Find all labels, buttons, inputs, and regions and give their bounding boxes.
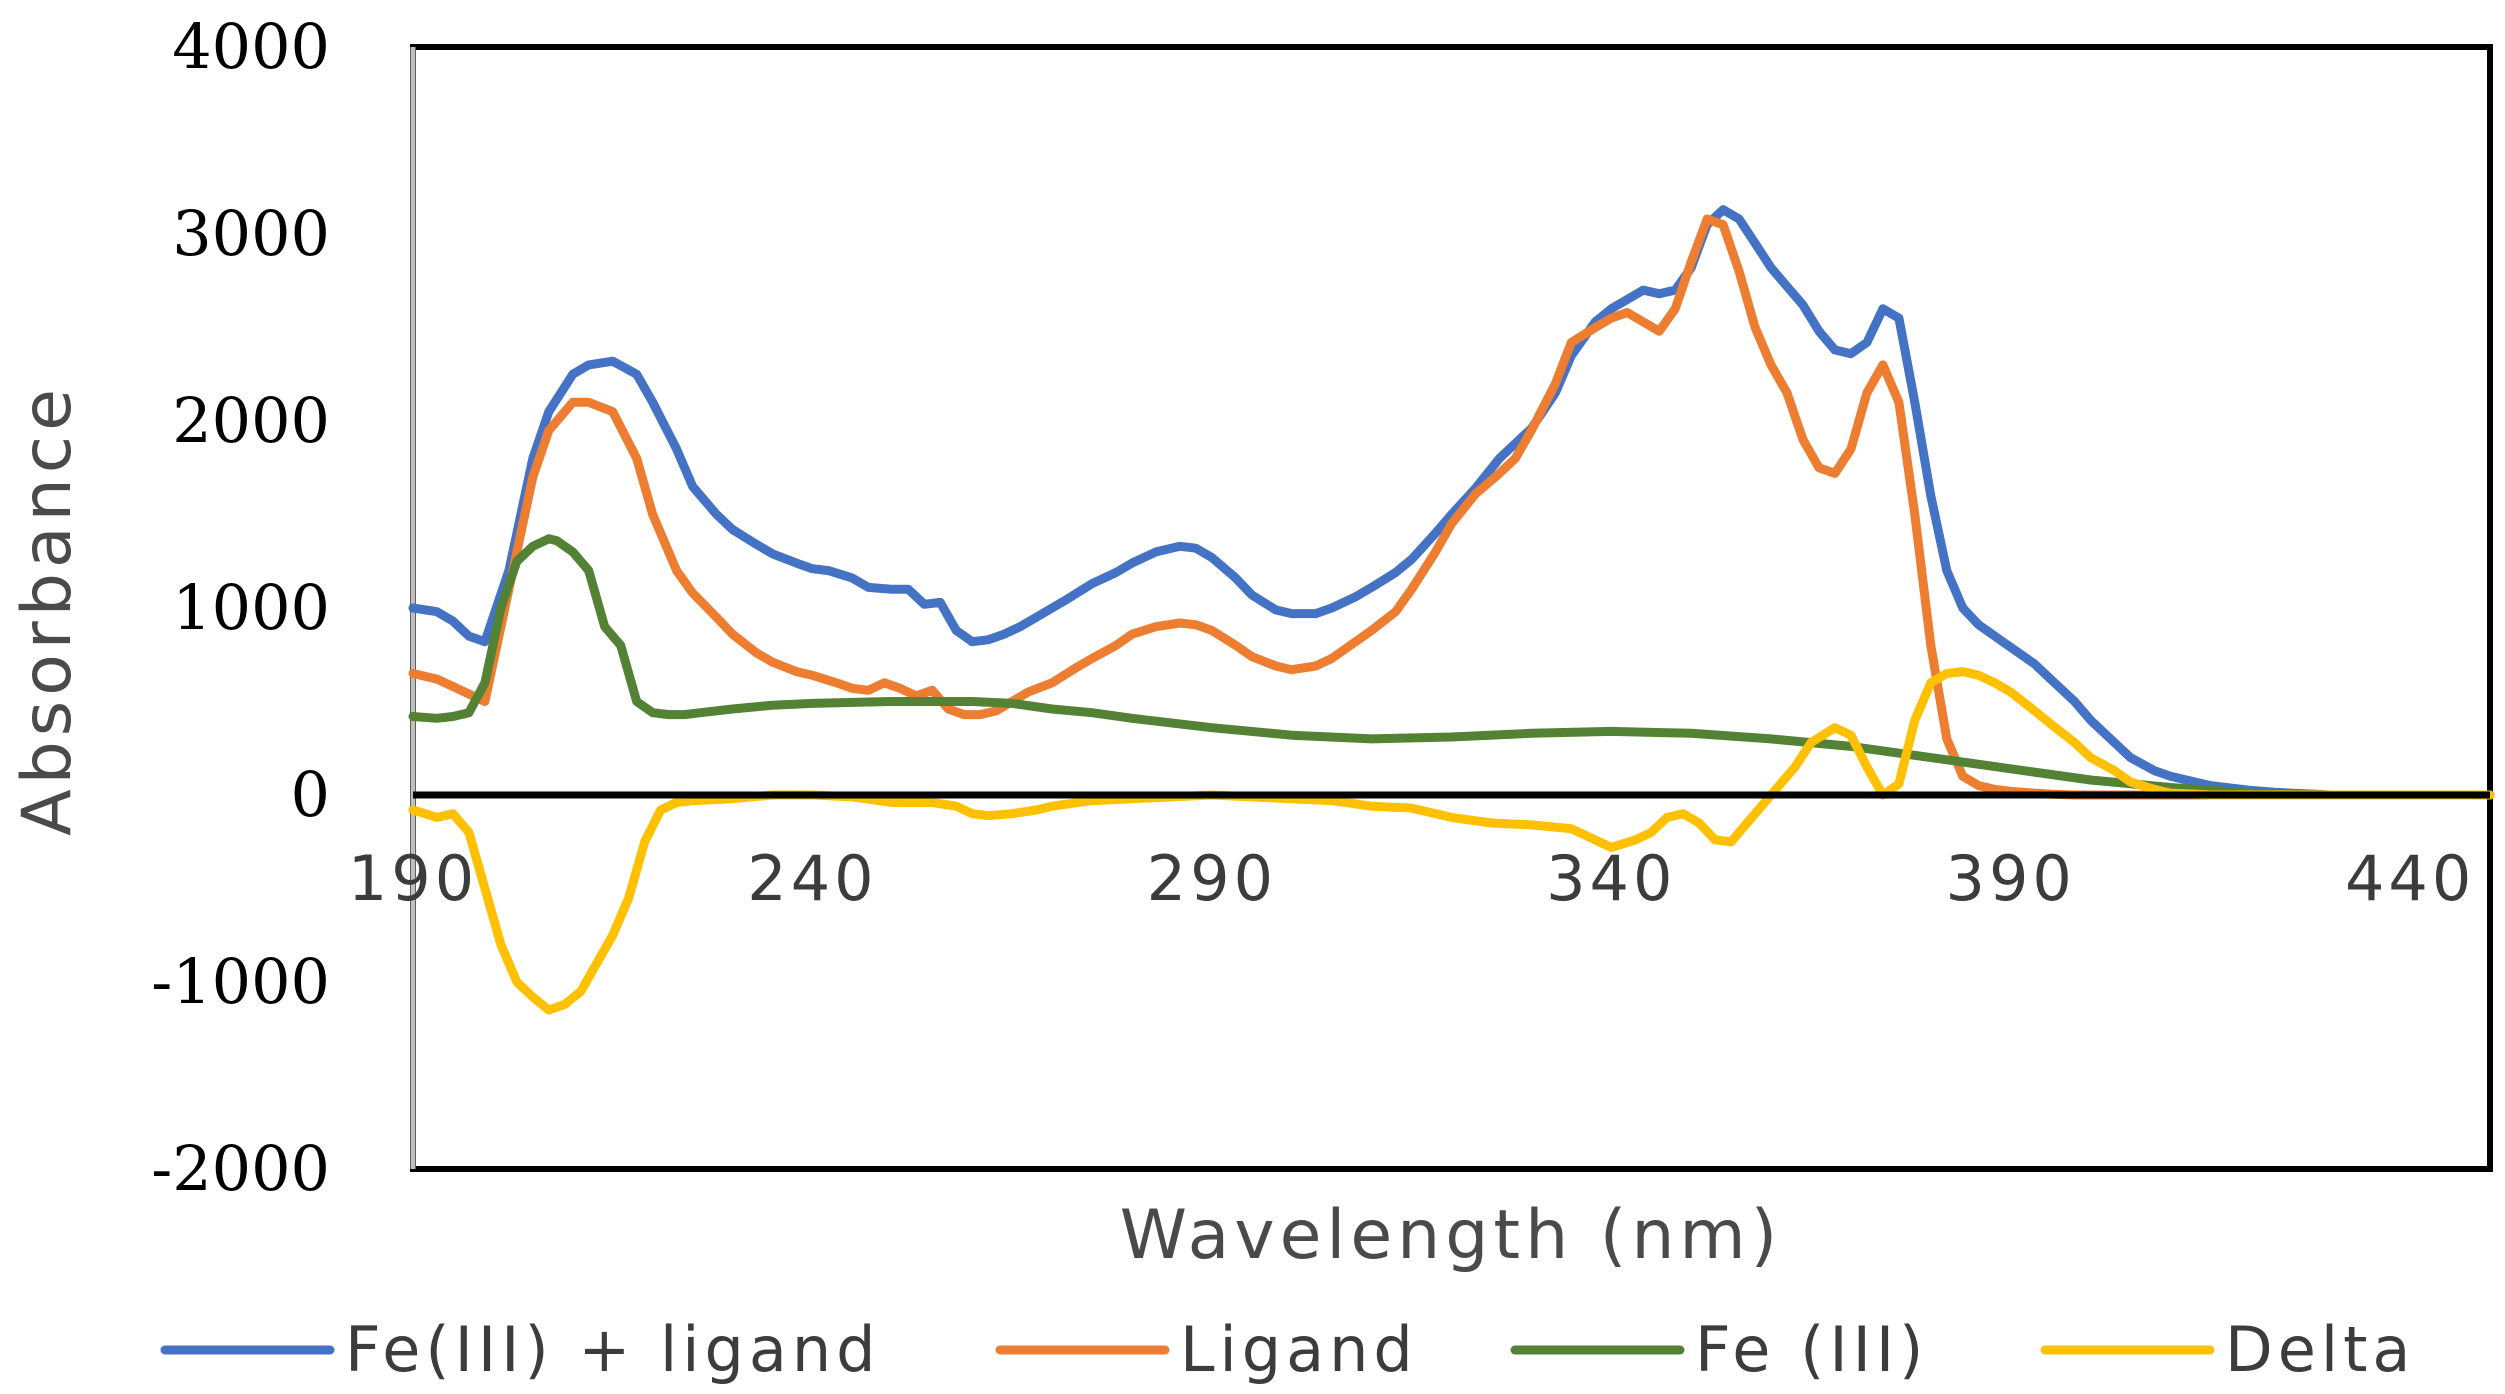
legend-label-fe-iii-ligand: Fe(III) + ligand [345, 1313, 880, 1386]
y-tick-label: 3000 [172, 197, 330, 270]
plot-area-border [410, 44, 2493, 1172]
x-tick-label: 190 [348, 842, 478, 915]
y-tick-label: -1000 [151, 945, 330, 1018]
y-axis-title: Absorbance [8, 384, 87, 836]
y-tick-label: 0 [291, 758, 330, 831]
x-tick-label: 440 [2345, 842, 2475, 915]
y-tick-label: -2000 [151, 1132, 330, 1205]
series-line-fe-iii-ligand [408, 205, 2495, 800]
legend: Fe(III) + ligand Ligand Fe (III) Delta [160, 1313, 2415, 1386]
series-line-ligand [408, 214, 2495, 800]
y-tick-label: 2000 [172, 384, 330, 457]
y-tick-labels: 4000 3000 2000 1000 0 -1000 -2000 [151, 10, 330, 1205]
x-tick-label: 390 [1946, 842, 2076, 915]
legend-label-delta: Delta [2225, 1313, 2415, 1386]
legend-label-ligand: Ligand [1180, 1313, 1418, 1386]
x-tick-label: 290 [1147, 842, 1277, 915]
x-tick-labels: 190 240 290 340 390 440 [348, 842, 2475, 915]
x-tick-label: 240 [747, 842, 877, 915]
x-axis-title: Wavelength (nm) [1120, 1196, 1782, 1275]
legend-label-fe-iii: Fe (III) [1695, 1313, 1928, 1386]
series-layer [408, 205, 2495, 1015]
x-tick-label: 340 [1546, 842, 1676, 915]
y-tick-label: 4000 [172, 10, 330, 83]
y-tick-label: 1000 [172, 571, 330, 644]
series-line-fe-iii [408, 534, 2495, 800]
series-line-delta [408, 667, 2495, 1015]
